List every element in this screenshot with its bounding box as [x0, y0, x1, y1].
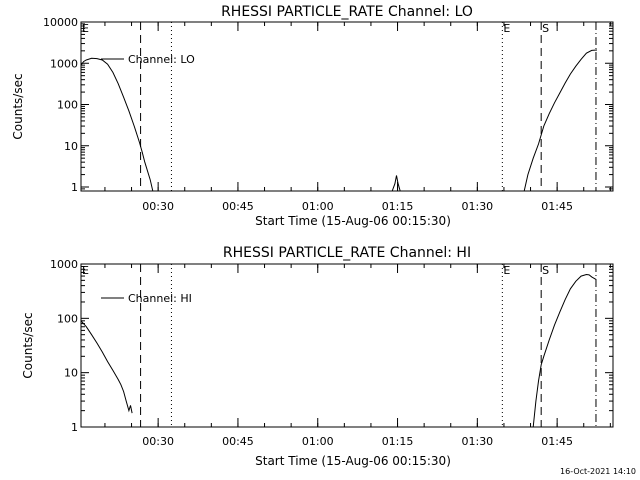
x-tick-label: 00:30	[142, 200, 174, 213]
x-tick-label: 01:00	[302, 200, 334, 213]
x-tick-label: 01:30	[461, 200, 493, 213]
y-tick-label: 1000	[50, 258, 78, 271]
event-marker-label: S	[542, 22, 549, 35]
series-line-hi	[532, 273, 597, 428]
y-tick-label: 1000	[50, 57, 78, 70]
y-tick-label: 1	[71, 421, 78, 434]
x-axis-label: Start Time (15-Aug-06 00:15:30)	[255, 214, 451, 228]
x-tick-label: 00:45	[222, 435, 254, 448]
y-tick-label: 10000	[43, 16, 78, 29]
footer-timestamp: 16-Oct-2021 14:10	[560, 467, 636, 476]
x-tick-label: 01:45	[541, 435, 573, 448]
y-axis-label: Counts/sec	[21, 312, 35, 378]
event-marker-label: E	[503, 22, 510, 35]
y-axis-label: Counts/sec	[11, 73, 25, 139]
y-tick-label: 10	[64, 140, 78, 153]
plot-frame	[80, 263, 614, 428]
series-line-lo	[523, 49, 598, 192]
x-tick-label: 01:30	[461, 435, 493, 448]
chart-lo-panel: RHESSI PARTICLE_RATE Channel: LO 1 10 100 10…	[11, 4, 614, 228]
y-tick-label: 1	[71, 181, 78, 194]
chart-title-lo: RHESSI PARTICLE_RATE Channel: LO	[221, 4, 473, 20]
event-marker-label: S	[542, 264, 549, 277]
x-axis-label: Start Time (15-Aug-06 00:15:30)	[255, 454, 451, 468]
chart-title-hi: RHESSI PARTICLE_RATE Channel: HI	[223, 245, 471, 261]
event-marker-label: E	[503, 264, 510, 277]
x-tick-label: 01:00	[302, 435, 334, 448]
series-line-lo	[391, 175, 401, 192]
series-line-hi	[80, 320, 133, 414]
event-marker-label: E	[82, 264, 89, 277]
y-tick-label: 100	[57, 99, 78, 112]
x-tick-label: 01:15	[382, 200, 414, 213]
plot-frame	[80, 21, 614, 192]
y-tick-label: 10	[64, 367, 78, 380]
x-tick-label: 01:45	[541, 200, 573, 213]
x-tick-label: 00:45	[222, 200, 254, 213]
chart-hi-panel: RHESSI PARTICLE_RATE Channel: HI 1 10 100 10…	[21, 245, 614, 468]
x-tick-label: 01:15	[382, 435, 414, 448]
event-marker-label: E	[82, 22, 89, 35]
y-tick-label: 100	[57, 312, 78, 325]
x-tick-label: 00:30	[142, 435, 174, 448]
legend-entry: Channel: LO	[128, 53, 195, 66]
series-line-lo	[80, 57, 154, 192]
legend-entry: Channel: HI	[128, 292, 192, 305]
